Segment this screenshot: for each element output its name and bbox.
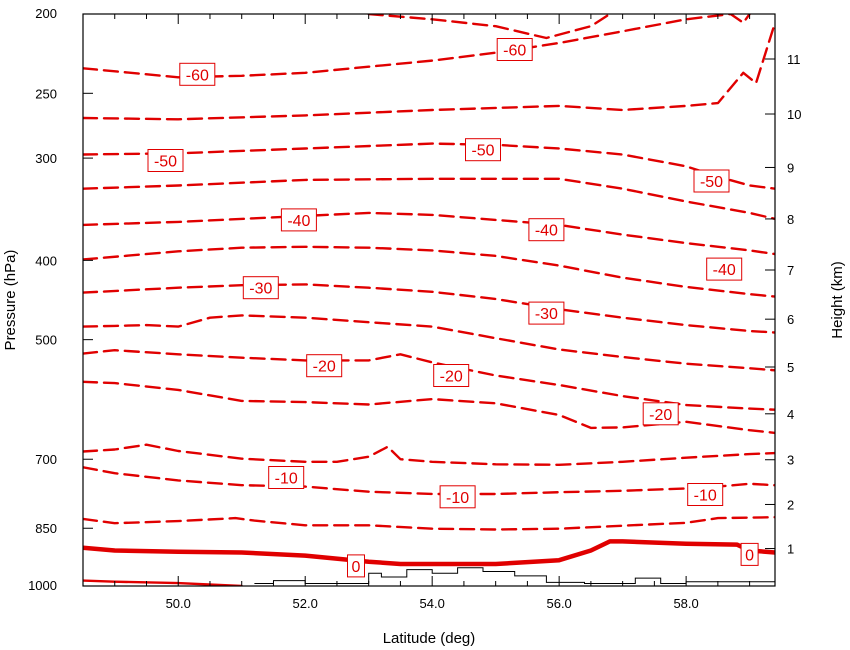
y-tick-label-right: 8 (787, 212, 794, 227)
contour-label-7: -40 (706, 257, 743, 281)
y-tick-label-left: 250 (35, 86, 57, 101)
contour-label-text: -20 (313, 359, 336, 376)
contour-label-9: -30 (528, 301, 565, 325)
x-tick-label: 58.0 (673, 596, 698, 611)
contour-line-neg50-3 (83, 142, 775, 190)
contour-line-neg20-9 (83, 349, 775, 411)
y-axis-title-left: Pressure (hPa) (2, 250, 19, 351)
contour-label-0: -60 (179, 62, 216, 86)
contour-label-6: -40 (528, 218, 565, 242)
y-tick-label-right: 4 (787, 407, 794, 422)
y-tick-label-left: 400 (35, 253, 57, 268)
terrain-line (254, 567, 775, 584)
y-tick-label-right: 3 (787, 453, 794, 468)
contour-line-neg40-5 (83, 211, 775, 256)
contour-label-17: 0 (740, 542, 759, 566)
contour-line-neg65-0 (367, 14, 612, 40)
contour-label-text: -10 (275, 471, 298, 488)
y-tick-label-right: 1 (787, 542, 794, 557)
contour-label-3: -50 (465, 138, 501, 162)
x-tick-label: 54.0 (420, 596, 445, 611)
contour-label-16: 0 (347, 554, 365, 578)
contour-line-neg55-2 (83, 21, 775, 121)
x-tick-label: 52.0 (293, 596, 318, 611)
contour-label-text: -50 (700, 174, 723, 191)
contour-label-text: -60 (503, 43, 526, 60)
y-tick-label-right: 10 (787, 107, 801, 122)
axes: 50.0 52.0 54.0 56.0 58.020025030040050070085… (28, 6, 801, 611)
terrain-outline (254, 567, 775, 584)
contour-line-neg35-6 (83, 245, 775, 298)
contour-line-neg10-13 (83, 516, 775, 531)
y-tick-label-right: 2 (787, 497, 794, 512)
y-tick-label-right: 7 (787, 263, 794, 278)
y-axis-title-right: Height (km) (829, 261, 846, 339)
contour-label-text: -60 (186, 67, 209, 84)
y-tick-label-left: 1000 (28, 578, 57, 593)
y-tick-label-left: 700 (35, 452, 57, 467)
contour-label-text: -30 (249, 281, 272, 298)
y-tick-label-right: 5 (787, 360, 794, 375)
contour-label-11: -20 (433, 364, 470, 387)
contour-label-10: -20 (306, 354, 343, 378)
contour-label-12: -20 (642, 402, 679, 426)
contour-label-text: -20 (440, 369, 463, 386)
contour-label-text: -10 (694, 488, 717, 505)
y-tick-label-left: 500 (35, 333, 57, 348)
contour-label-text: 0 (745, 547, 754, 564)
contour-label-2: -50 (147, 149, 184, 172)
x-tick-label: 56.0 (546, 596, 571, 611)
x-axis-title: Latitude (deg) (383, 630, 476, 647)
contour-line-0-14 (83, 539, 775, 567)
contour-label-text: -30 (535, 306, 558, 323)
contour-label-text: -20 (649, 407, 672, 424)
contour-line-neg25-8 (83, 314, 775, 372)
y-tick-label-right: 9 (787, 160, 794, 175)
contour-line-neg60-1 (83, 14, 752, 79)
contour-lines (83, 14, 775, 586)
contour-label-text: -10 (446, 490, 469, 507)
contour-line-5-15 (83, 579, 243, 586)
contour-label-13: -10 (268, 466, 305, 489)
contour-label-4: -50 (693, 169, 730, 193)
contour-label-8: -30 (242, 276, 279, 300)
contour-label-text: -50 (471, 143, 494, 160)
y-tick-label-left: 850 (35, 521, 57, 536)
x-tick-label: 50.0 (166, 596, 191, 611)
contour-label-text: -40 (535, 223, 558, 240)
plot-frame (82, 13, 776, 587)
contour-label-text: 0 (352, 559, 361, 576)
y-tick-label-right: 6 (787, 312, 794, 327)
contour-label-text: -50 (154, 154, 177, 171)
contour-line-neg10-11 (83, 443, 775, 466)
y-tick-label-left: 200 (35, 6, 57, 21)
contour-line-neg45-4 (83, 177, 775, 221)
contour-label-1: -60 (496, 38, 533, 61)
contour-label-text: -40 (713, 262, 736, 279)
contour-line-neg5-12 (83, 466, 775, 496)
contour-line-neg30-7 (83, 283, 775, 334)
contour-label-15: -10 (687, 483, 724, 506)
contour-label-text: -40 (287, 213, 310, 230)
contour-label-5: -40 (280, 208, 317, 232)
y-tick-label-left: 300 (35, 151, 57, 166)
contour-labels: -60 -60 -50 -50 -50 -40 -40 -40 -30 -30 -20 -20 -20 -… (147, 38, 759, 578)
y-tick-label-right: 11 (787, 52, 801, 67)
contour-label-14: -10 (439, 485, 476, 509)
